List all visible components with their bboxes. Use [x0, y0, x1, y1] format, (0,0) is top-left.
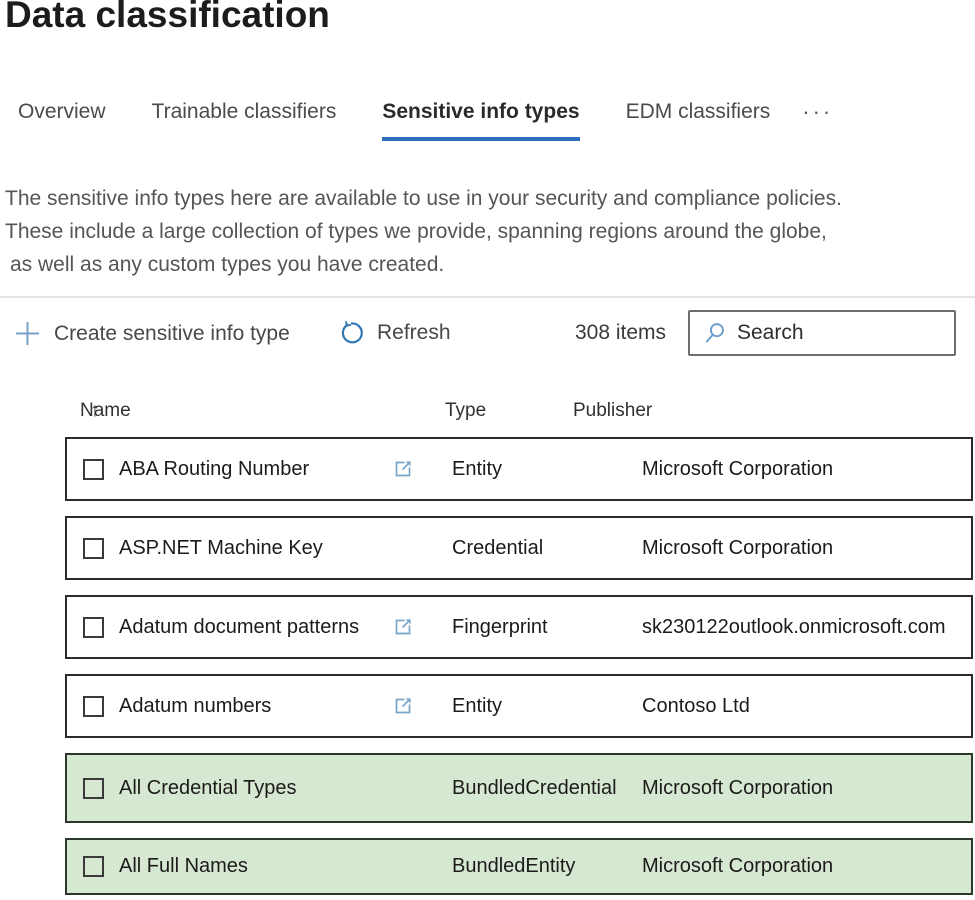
row-publisher: Contoso Ltd: [642, 694, 750, 717]
row-name: All Full Names: [119, 855, 248, 877]
page-title: Data classification: [5, 0, 330, 35]
description-line: The sensitive info types here are availa…: [5, 187, 842, 210]
row-checkbox[interactable]: [83, 458, 104, 480]
table-row[interactable]: All Credential Types BundledCredential M…: [65, 753, 973, 823]
row-publisher: Microsoft Corporation: [642, 855, 834, 877]
column-header-type[interactable]: Type: [445, 400, 487, 421]
row-checkbox[interactable]: [83, 537, 104, 559]
items-count: 308 items: [575, 321, 667, 344]
row-name: Adatum document patterns: [119, 615, 360, 638]
row-type: Entity: [452, 457, 503, 480]
row-type: Entity: [452, 694, 503, 717]
row-checkbox[interactable]: [83, 616, 104, 638]
tab-sensitive-info-types[interactable]: Sensitive info types: [382, 100, 580, 141]
row-name: All Credential Types: [119, 776, 297, 799]
table-row[interactable]: Adatum numbers Entity Contoso Ltd: [65, 674, 973, 738]
page-description: The sensitive info types here are availa…: [5, 182, 842, 281]
refresh-button[interactable]: Refresh: [338, 320, 451, 346]
external-link-icon[interactable]: [392, 458, 414, 480]
table-row[interactable]: All Full Names BundledEntity Microsoft C…: [65, 838, 973, 895]
row-name: ASP.NET Machine Key: [119, 536, 323, 559]
row-name: Adatum numbers: [119, 694, 272, 717]
row-type: BundledEntity: [452, 855, 576, 877]
description-line: These include a large collection of type…: [5, 220, 827, 243]
refresh-icon: [338, 320, 364, 346]
search-input[interactable]: [737, 321, 927, 345]
search-icon: [703, 322, 726, 345]
row-type: Credential: [452, 536, 544, 559]
tab-bar: Overview Trainable classifiers Sensitive…: [18, 100, 833, 141]
tab-edm-classifiers[interactable]: EDM classifiers: [625, 100, 771, 123]
plus-icon: [14, 320, 41, 347]
row-name: ABA Routing Number: [119, 457, 310, 480]
sort-ascending-icon: ↑: [90, 400, 100, 421]
row-publisher: Microsoft Corporation: [642, 457, 834, 480]
row-checkbox[interactable]: [83, 777, 104, 799]
column-header-publisher[interactable]: Publisher: [573, 400, 653, 421]
row-publisher: Microsoft Corporation: [642, 776, 834, 799]
row-type: BundledCredential: [452, 776, 617, 799]
row-type: Fingerprint: [452, 615, 548, 638]
refresh-button-label: Refresh: [377, 321, 451, 344]
row-checkbox[interactable]: [83, 856, 104, 877]
tab-overview[interactable]: Overview: [18, 100, 106, 123]
table-row[interactable]: ASP.NET Machine Key Credential Microsoft…: [65, 516, 973, 580]
table-header: Name ↑ Type Publisher: [80, 400, 653, 421]
search-box[interactable]: [688, 310, 956, 356]
table-body: ABA Routing Number Entity Microsoft Corp…: [65, 437, 973, 895]
table-row[interactable]: Adatum document patterns Fingerprint sk2…: [65, 595, 973, 659]
create-sensitive-info-type-button[interactable]: Create sensitive info type: [14, 320, 290, 347]
row-publisher: Microsoft Corporation: [642, 536, 834, 559]
external-link-icon[interactable]: [392, 695, 414, 717]
create-button-label: Create sensitive info type: [54, 321, 290, 345]
toolbar-top-divider: [0, 296, 975, 298]
more-tabs-icon[interactable]: ···: [802, 99, 834, 124]
row-publisher: sk230122outlook.onmicrosoft.com: [642, 615, 946, 638]
table-row[interactable]: ABA Routing Number Entity Microsoft Corp…: [65, 437, 973, 501]
row-checkbox[interactable]: [83, 695, 104, 717]
tab-trainable-classifiers[interactable]: Trainable classifiers: [151, 100, 337, 123]
external-link-icon[interactable]: [392, 616, 414, 638]
description-line: as well as any custom types you have cre…: [10, 253, 445, 276]
